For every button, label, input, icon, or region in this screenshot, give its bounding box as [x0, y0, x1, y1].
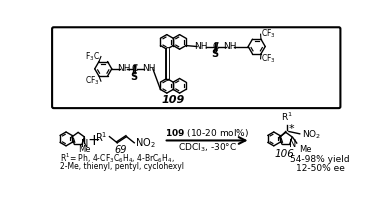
Text: C: C [131, 64, 137, 73]
Text: NH: NH [142, 64, 156, 73]
Text: CF$_3$: CF$_3$ [261, 28, 276, 40]
Text: NH: NH [117, 64, 130, 73]
Text: 54-98% yield: 54-98% yield [290, 155, 350, 164]
Text: NO$_2$: NO$_2$ [302, 128, 321, 141]
Text: CF$_3$: CF$_3$ [261, 53, 276, 65]
Text: R$^1$: R$^1$ [95, 130, 108, 144]
Text: 106: 106 [275, 149, 294, 159]
Text: Me: Me [78, 145, 91, 154]
Text: S: S [130, 72, 137, 82]
Text: 69: 69 [115, 145, 127, 155]
Text: CF$_3$: CF$_3$ [85, 75, 100, 87]
Text: C: C [212, 42, 219, 51]
Text: $\mathbf{109}$ (10-20 mol%): $\mathbf{109}$ (10-20 mol%) [165, 127, 249, 139]
Text: 12-50% ee: 12-50% ee [296, 165, 345, 173]
Text: +: + [87, 133, 100, 148]
Text: CDCl$_3$, -30°C: CDCl$_3$, -30°C [178, 141, 237, 154]
Text: NH: NH [223, 42, 237, 51]
Text: N: N [289, 139, 297, 149]
Text: F$_3$C: F$_3$C [85, 50, 100, 63]
FancyBboxPatch shape [52, 27, 340, 108]
Text: 109: 109 [162, 95, 185, 105]
Text: S: S [211, 49, 218, 59]
Text: R$^1$= Ph, 4-CF$_3$C$_6$H$_4$, 4-BrC$_6$H$_4$,: R$^1$= Ph, 4-CF$_3$C$_6$H$_4$, 4-BrC$_6$… [60, 151, 174, 165]
Text: N: N [81, 139, 88, 149]
Text: R$^1$: R$^1$ [281, 111, 293, 123]
Text: Me: Me [299, 145, 312, 154]
Text: *: * [289, 124, 294, 134]
Text: 2-Me, thienyl, pentyl, cyclohexyl: 2-Me, thienyl, pentyl, cyclohexyl [60, 162, 184, 171]
Text: NO$_2$: NO$_2$ [135, 136, 156, 150]
Text: NH: NH [194, 42, 208, 51]
